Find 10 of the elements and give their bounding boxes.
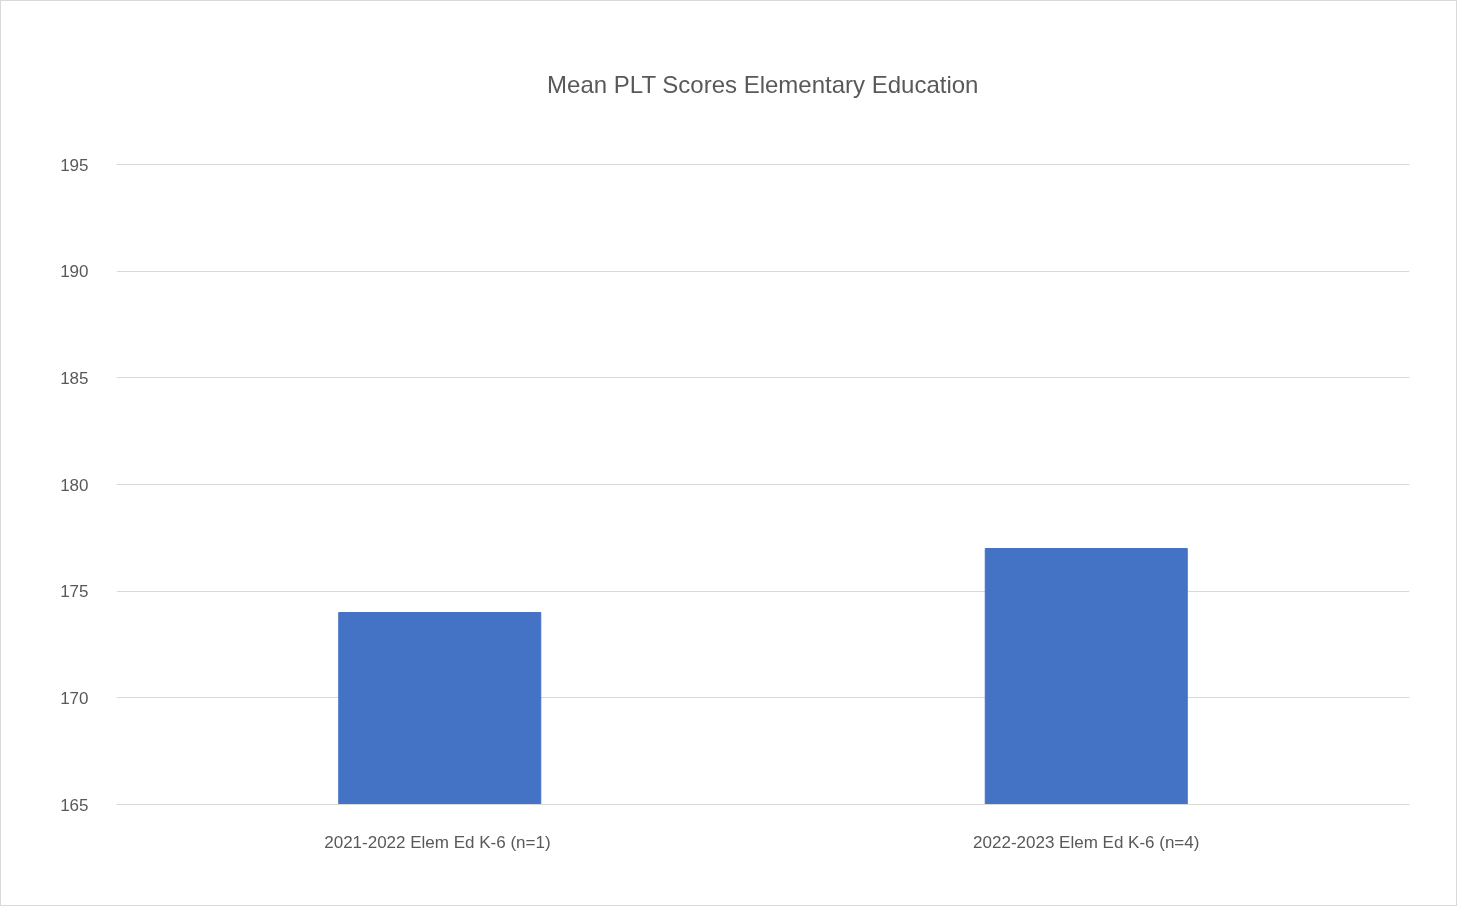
chart-title: Mean PLT Scores Elementary Education [547,70,979,98]
y-tick-label: 185 [60,368,89,388]
x-tick-label: 2021-2022 Elem Ed K-6 (n=1) [324,832,551,852]
y-tick-label: 165 [60,795,89,815]
y-tick-label: 175 [60,582,89,602]
x-tick-label: 2022-2023 Elem Ed K-6 (n=4) [973,832,1200,852]
y-tick-label: 170 [60,688,89,708]
y-tick-label: 180 [60,475,89,495]
y-tick-label: 190 [60,262,89,282]
y-tick-label: 195 [60,155,89,175]
